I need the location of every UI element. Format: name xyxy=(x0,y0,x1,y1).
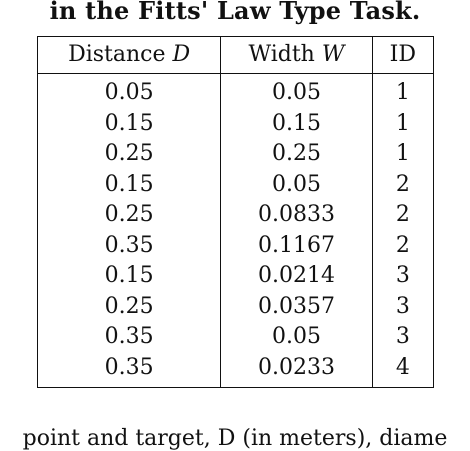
table-caption: in the Fitts' Law Type Task. xyxy=(49,0,421,25)
cell-distance: 0.35 xyxy=(36,230,222,261)
cell-width: 0.0357 xyxy=(220,291,373,322)
cell-distance: 0.25 xyxy=(36,139,222,170)
cell-width: 0.0214 xyxy=(220,261,373,292)
column-header-width: Width W xyxy=(220,36,373,74)
cell-distance: 0.35 xyxy=(36,322,222,353)
cell-width: 0.25 xyxy=(220,139,373,170)
cell-width: 0.15 xyxy=(220,108,373,139)
cell-id: 3 xyxy=(371,291,435,322)
table-row: 0.25 0.25 1 xyxy=(36,139,435,170)
cell-id: 2 xyxy=(371,200,435,231)
header-variable: W xyxy=(321,42,345,67)
table-row: 0.15 0.0214 3 xyxy=(36,261,435,292)
table-header-row: Distance D Width W ID xyxy=(36,36,435,74)
cell-id: 3 xyxy=(371,261,435,292)
cell-distance: 0.25 xyxy=(36,291,222,322)
cell-width: 0.05 xyxy=(220,73,373,109)
table-row: 0.35 0.05 3 xyxy=(36,322,435,353)
cell-width: 0.1167 xyxy=(220,230,373,261)
cell-distance: 0.15 xyxy=(36,261,222,292)
cell-id: 1 xyxy=(371,73,435,109)
cell-distance: 0.15 xyxy=(36,108,222,139)
table-row: 0.05 0.05 1 xyxy=(36,73,435,109)
cell-id: 4 xyxy=(371,352,435,388)
table-row: 0.35 0.0233 4 xyxy=(36,352,435,388)
column-header-distance: Distance D xyxy=(36,36,222,74)
cell-distance: 0.05 xyxy=(36,73,222,109)
table-row: 0.15 0.05 2 xyxy=(36,169,435,200)
cell-id: 1 xyxy=(371,139,435,170)
cell-width: 0.0233 xyxy=(220,352,373,388)
cell-width: 0.05 xyxy=(220,169,373,200)
header-label: Width xyxy=(248,42,322,67)
table-row: 0.25 0.0357 3 xyxy=(36,291,435,322)
cell-id: 1 xyxy=(371,108,435,139)
header-label: ID xyxy=(389,42,417,67)
cell-distance: 0.25 xyxy=(36,200,222,231)
header-variable: D xyxy=(172,42,191,67)
cell-id: 2 xyxy=(371,169,435,200)
body-text-fragment: point and target, D (in meters), diame xyxy=(22,426,448,451)
column-header-id: ID xyxy=(371,36,435,74)
cell-width: 0.05 xyxy=(220,322,373,353)
table-row: 0.15 0.15 1 xyxy=(36,108,435,139)
table-row: 0.35 0.1167 2 xyxy=(36,230,435,261)
cell-id: 3 xyxy=(371,322,435,353)
fitts-law-conditions-table: Distance D Width W ID 0.05 0.05 1 0.15 0… xyxy=(36,36,435,388)
table-row: 0.25 0.0833 2 xyxy=(36,200,435,231)
cell-id: 2 xyxy=(371,230,435,261)
cell-distance: 0.35 xyxy=(36,352,222,388)
cell-width: 0.0833 xyxy=(220,200,373,231)
cell-distance: 0.15 xyxy=(36,169,222,200)
header-label: Distance xyxy=(68,42,173,67)
